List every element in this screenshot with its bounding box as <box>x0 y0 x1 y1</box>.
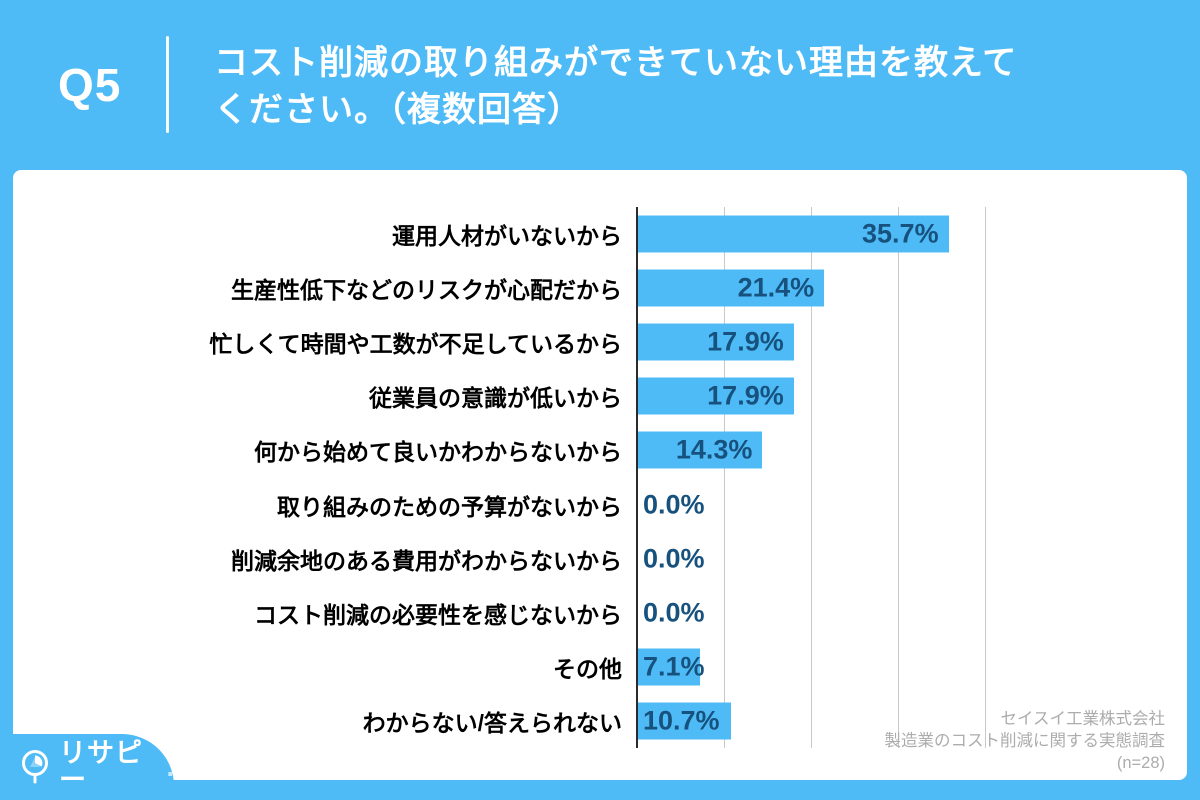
source-note: セイスイ工業株式会社 製造業のコスト削減に関する実態調査 (n=28) <box>885 708 1166 774</box>
question-title: コスト削減の取り組みができていない理由を教えて ください。（複数回答） <box>214 40 1017 134</box>
value-label: 35.7% <box>862 218 939 249</box>
bar-chart: 運用人材がいないから 35.7% 生産性低下などのリスクが心配だから 21.4% 忙しく… <box>13 207 1187 748</box>
category-label: 生産性低下などのリスクが心配だから <box>231 277 622 304</box>
category-label: 何から始めて良いかわからないから <box>254 439 622 466</box>
bar <box>638 648 700 686</box>
chart-row: 生産性低下などのリスクが心配だから 21.4% <box>13 261 1187 315</box>
y-axis-line <box>636 207 638 748</box>
chart-row: 削減余地のある費用がわからないから 0.0% <box>13 532 1187 586</box>
bar-cell: 0.0% <box>636 586 1187 640</box>
question-title-line2: ください。（複数回答） <box>214 91 582 129</box>
category-label: 忙しくて時間や工数が不足しているから <box>209 331 622 358</box>
value-label: 17.9% <box>707 380 784 411</box>
question-title-line1: コスト削減の取り組みができていない理由を教えて <box>214 44 1018 82</box>
chart-row: コスト削減の必要性を感じないから 0.0% <box>13 586 1187 640</box>
gridline-40 <box>985 207 986 748</box>
pie-chart-pin-icon <box>20 747 50 787</box>
value-label: 14.3% <box>675 434 753 465</box>
source-survey-title: 製造業のコスト削減に関する実態調査 <box>884 732 1166 750</box>
header-divider <box>166 36 169 133</box>
bar-cell: 0.0% <box>636 532 1187 586</box>
value-label: 0.0% <box>643 597 705 628</box>
source-company: セイスイ工業株式会社 <box>1000 710 1165 728</box>
bar-cell: 35.7% <box>636 207 1187 261</box>
logo-dot: . <box>166 751 174 782</box>
source-sample-size: (n=28) <box>1116 754 1165 772</box>
bar <box>638 215 949 253</box>
category-label: その他 <box>553 655 622 682</box>
value-label: 17.9% <box>707 326 784 357</box>
gridline-30 <box>898 207 899 748</box>
bar <box>638 269 825 307</box>
chart-row: 取り組みのための予算がないから 0.0% <box>13 477 1187 531</box>
chart-card: 運用人材がいないから 35.7% 生産性低下などのリスクが心配だから 21.4% 忙しく… <box>13 170 1187 780</box>
chart-row: わからない/答えられない 10.7% <box>13 694 1187 748</box>
chart-row: 運用人材がいないから 35.7% <box>13 207 1187 261</box>
category-label: 従業員の意識が低いから <box>369 385 622 412</box>
chart-row: 従業員の意識が低いから 17.9% <box>13 369 1187 423</box>
category-label: コスト削減の必要性を感じないから <box>254 601 622 628</box>
value-label: 21.4% <box>737 272 815 303</box>
bar-cell: 14.3% <box>636 423 1187 477</box>
bar-cell: 17.9% <box>636 369 1187 423</box>
question-header: Q5 コスト削減の取り組みができていない理由を教えて ください。（複数回答） <box>0 0 1200 170</box>
value-label: 0.0% <box>643 489 705 520</box>
gridline-10 <box>724 207 725 748</box>
bar <box>638 702 732 740</box>
gridline-20 <box>811 207 812 748</box>
bar-cell: 21.4% <box>636 261 1187 315</box>
bar-cell: 7.1% <box>636 640 1187 694</box>
value-label: 10.7% <box>643 705 720 736</box>
chart-rows: 運用人材がいないから 35.7% 生産性低下などのリスクが心配だから 21.4% 忙しく… <box>13 207 1187 748</box>
bar-cell: 17.9% <box>636 315 1187 369</box>
bar <box>638 323 794 361</box>
logo-text: リサピー <box>59 738 143 795</box>
bar-cell: 0.0% <box>636 477 1187 531</box>
chart-row: その他 7.1% <box>13 640 1187 694</box>
value-label: 7.1% <box>643 651 705 682</box>
value-label: 0.0% <box>643 543 705 574</box>
category-label: わからない/答えられない <box>362 709 622 736</box>
bar <box>638 431 763 469</box>
question-number: Q5 <box>58 59 122 111</box>
chart-row: 忙しくて時間や工数が不足しているから 17.9% <box>13 315 1187 369</box>
logo: リサピー. <box>0 734 174 800</box>
category-label: 削減余地のある費用がわからないから <box>231 547 622 574</box>
category-label: 運用人材がいないから <box>392 223 622 250</box>
chart-row: 何から始めて良いかわからないから 14.3% <box>13 423 1187 477</box>
bar-cell: 10.7% <box>636 694 1187 748</box>
category-label: 取り組みのための予算がないから <box>277 493 622 520</box>
bar <box>638 377 794 415</box>
